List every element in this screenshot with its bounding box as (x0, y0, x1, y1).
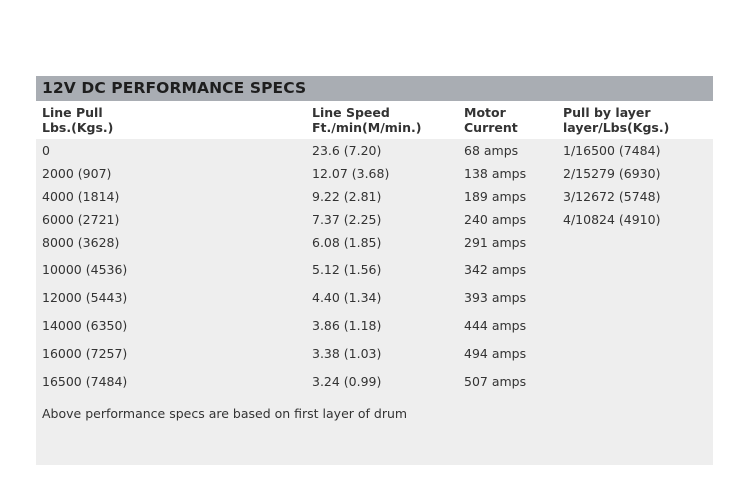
cell-speed: 9.22 (2.81) (312, 189, 382, 204)
cell-current: 68 amps (464, 143, 519, 158)
header-pull-by-layer-line2: layer/Lbs(Kgs.) (563, 120, 670, 135)
header-motor-current-line2: Current (464, 120, 518, 135)
cell-speed: 12.07 (3.68) (312, 166, 390, 181)
table-row: 14000 (6350) 3.86 (1.18) 444 amps (36, 318, 713, 346)
cell-pull: 16500 (7484) (42, 374, 128, 389)
cell-pull: 0 (42, 143, 50, 158)
table-row: 12000 (5443) 4.40 (1.34) 393 amps (36, 290, 713, 318)
cell-current: 444 amps (464, 318, 527, 333)
cell-current: 393 amps (464, 290, 527, 305)
cell-current: 240 amps (464, 212, 527, 227)
table-header-row: Line Pull Lbs.(Kgs.) Line Speed Ft./min(… (36, 101, 713, 139)
cell-current: 189 amps (464, 189, 527, 204)
header-motor-current: Motor Current (464, 105, 518, 135)
header-line-pull: Line Pull Lbs.(Kgs.) (42, 105, 113, 135)
header-line-speed: Line Speed Ft./min(M/min.) (312, 105, 421, 135)
cell-speed: 3.86 (1.18) (312, 318, 382, 333)
header-pull-by-layer: Pull by layer layer/Lbs(Kgs.) (563, 105, 669, 135)
table-row: 16500 (7484) 3.24 (0.99) 507 amps (36, 374, 713, 402)
cell-current: 494 amps (464, 346, 527, 361)
header-pull-by-layer-line1: Pull by layer (563, 105, 651, 120)
cell-current: 342 amps (464, 262, 527, 277)
cell-speed: 3.38 (1.03) (312, 346, 382, 361)
cell-pull: 12000 (5443) (42, 290, 128, 305)
cell-speed: 3.24 (0.99) (312, 374, 382, 389)
header-line-pull-line1: Line Pull (42, 105, 103, 120)
cell-pull: 2000 (907) (42, 166, 112, 181)
table-row: 8000 (3628) 6.08 (1.85) 291 amps (36, 235, 713, 262)
cell-layer: 2/15279 (6930) (563, 166, 661, 181)
table-row: 4000 (1814) 9.22 (2.81) 189 amps 3/12672 (5… (36, 189, 713, 212)
header-motor-current-line1: Motor (464, 105, 506, 120)
cell-pull: 6000 (2721) (42, 212, 120, 227)
cell-layer: 1/16500 (7484) (563, 143, 661, 158)
table-row: 16000 (7257) 3.38 (1.03) 494 amps (36, 346, 713, 374)
cell-current: 507 amps (464, 374, 527, 389)
cell-speed: 4.40 (1.34) (312, 290, 382, 305)
cell-pull: 16000 (7257) (42, 346, 128, 361)
table-row: 10000 (4536) 5.12 (1.56) 342 amps (36, 262, 713, 290)
footnote: Above performance specs are based on fir… (42, 406, 408, 421)
table-title: 12V DC PERFORMANCE SPECS (36, 76, 713, 101)
table-row: 0 23.6 (7.20) 68 amps 1/16500 (7484) (36, 143, 713, 166)
header-line-pull-line2: Lbs.(Kgs.) (42, 120, 114, 135)
header-line-speed-line2: Ft./min(M/min.) (312, 120, 422, 135)
table-body: 0 23.6 (7.20) 68 amps 1/16500 (7484) 2000 (9… (36, 139, 713, 465)
performance-specs-table: 12V DC PERFORMANCE SPECS Line Pull Lbs.(… (36, 76, 713, 465)
cell-layer: 4/10824 (4910) (563, 212, 661, 227)
cell-current: 138 amps (464, 166, 527, 181)
header-line-speed-line1: Line Speed (312, 105, 390, 120)
cell-pull: 10000 (4536) (42, 262, 128, 277)
cell-speed: 5.12 (1.56) (312, 262, 382, 277)
cell-pull: 8000 (3628) (42, 235, 120, 250)
cell-speed: 23.6 (7.20) (312, 143, 382, 158)
cell-pull: 4000 (1814) (42, 189, 120, 204)
table-row: 2000 (907) 12.07 (3.68) 138 amps 2/15279 (6… (36, 166, 713, 189)
cell-current: 291 amps (464, 235, 527, 250)
cell-speed: 6.08 (1.85) (312, 235, 382, 250)
cell-pull: 14000 (6350) (42, 318, 128, 333)
cell-layer: 3/12672 (5748) (563, 189, 661, 204)
cell-speed: 7.37 (2.25) (312, 212, 382, 227)
table-row: 6000 (2721) 7.37 (2.25) 240 amps 4/10824 (4… (36, 212, 713, 235)
